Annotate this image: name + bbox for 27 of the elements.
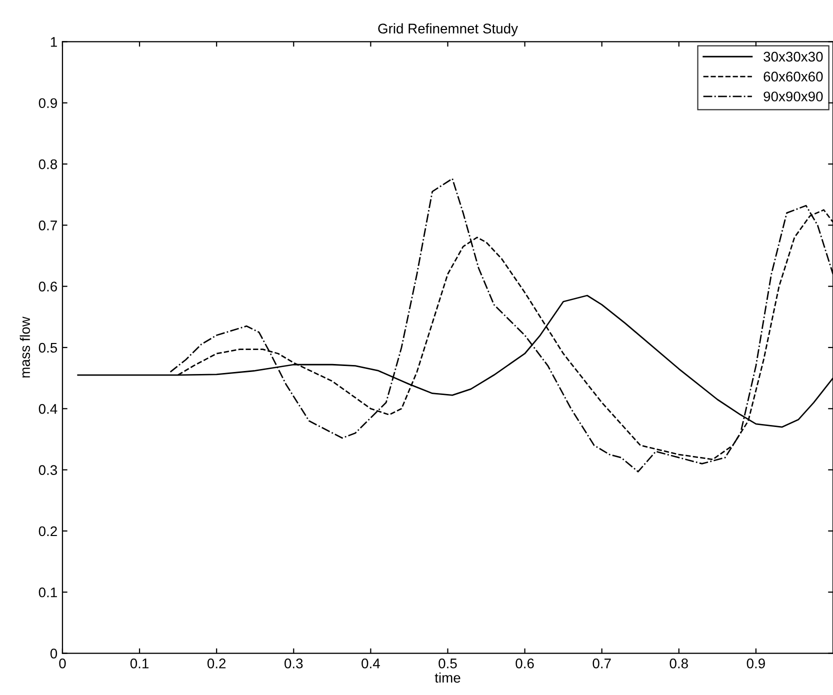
y-tick-label: 0 bbox=[50, 648, 58, 658]
x-tick-label: 0.5 bbox=[438, 658, 457, 668]
y-tick-label: 0.9 bbox=[38, 98, 57, 108]
y-tick-label: 0.5 bbox=[38, 342, 58, 353]
x-tick-label: 0.1 bbox=[130, 658, 149, 668]
chart-title: Grid Refinemnet Study bbox=[378, 23, 518, 36]
legend-label: 30x30x30 bbox=[764, 52, 823, 62]
x-tick-label: 0.9 bbox=[746, 658, 765, 668]
y-tick-label: 0.1 bbox=[38, 587, 57, 598]
legend-label: 90x90x90 bbox=[764, 92, 823, 102]
x-tick-label: 0.6 bbox=[516, 658, 534, 668]
y-tick-label: 0.8 bbox=[38, 159, 58, 170]
y-axis-title: mass flow bbox=[20, 316, 30, 378]
y-tick-label: 0.6 bbox=[38, 282, 58, 292]
y-tick-label: 0.2 bbox=[38, 526, 57, 536]
x-tick-label: 0.8 bbox=[670, 658, 688, 668]
x-tick-label: 0.7 bbox=[592, 658, 611, 668]
legend-label: 60x60x60 bbox=[764, 72, 823, 82]
y-tick-label: 1 bbox=[50, 37, 57, 47]
x-tick-label: 0.4 bbox=[362, 658, 380, 668]
x-tick-label: 0 bbox=[59, 658, 66, 668]
y-tick-label: 0.4 bbox=[38, 404, 58, 414]
y-tick-label: 0.7 bbox=[38, 220, 57, 230]
x-axis-title: time bbox=[434, 672, 460, 683]
x-tick-label: 0.3 bbox=[284, 658, 303, 668]
x-tick-label: 0.2 bbox=[207, 658, 226, 668]
y-tick-label: 0.3 bbox=[38, 465, 58, 475]
